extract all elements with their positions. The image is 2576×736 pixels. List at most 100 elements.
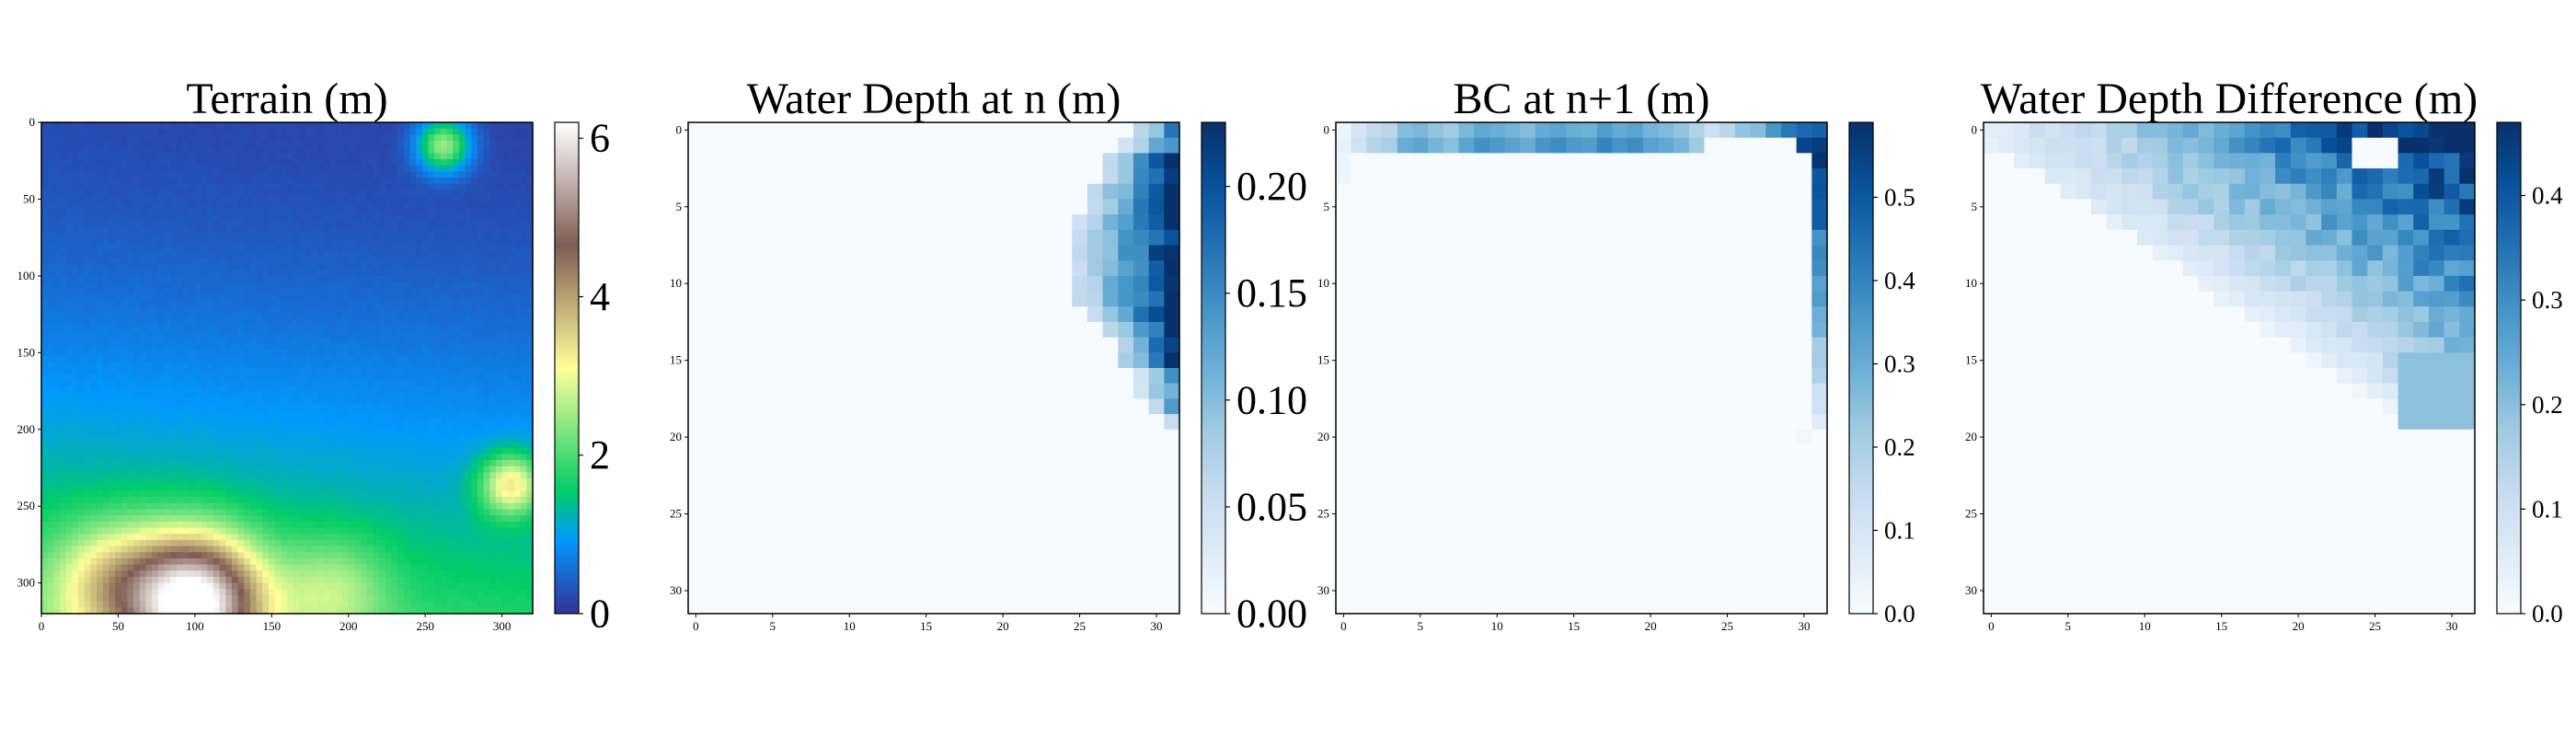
heatmap-cell	[256, 490, 263, 498]
heatmap-cell	[434, 386, 442, 394]
heatmap-cell	[244, 497, 251, 504]
heatmap-cell	[97, 282, 104, 289]
heatmap-cell	[60, 214, 67, 222]
heatmap-cell	[428, 318, 435, 326]
heatmap-cell	[385, 429, 393, 437]
heatmap-cell	[501, 153, 509, 160]
heatmap-cell	[78, 312, 86, 320]
heatmap-cell	[329, 146, 337, 154]
heatmap-cell	[41, 288, 49, 295]
heatmap-cell	[65, 502, 73, 511]
heatmap-cell	[47, 226, 54, 234]
heatmap-cell	[403, 153, 411, 160]
heatmap-cell	[164, 490, 171, 498]
heatmap-cell	[299, 374, 306, 381]
heatmap-cell	[207, 288, 214, 295]
heatmap-cell	[164, 478, 171, 486]
heatmap-cell	[268, 355, 276, 362]
heatmap-cell	[231, 355, 239, 362]
heatmap-cell	[385, 466, 393, 474]
heatmap-cell	[213, 146, 221, 154]
heatmap-cell	[329, 190, 337, 197]
heatmap-cell	[379, 386, 386, 394]
heatmap-cell	[391, 220, 398, 228]
heatmap-cell	[78, 318, 86, 326]
heatmap-cell	[446, 288, 454, 295]
heatmap-cell	[440, 318, 448, 326]
heatmap-cell	[213, 238, 221, 247]
heatmap-cell	[145, 454, 153, 461]
heatmap-cell	[508, 178, 515, 185]
heatmap-cell	[293, 490, 300, 498]
heatmap-cell	[434, 355, 442, 362]
heatmap-cell	[84, 478, 91, 486]
heatmap-cell	[373, 183, 380, 191]
heatmap-cell	[508, 454, 515, 461]
heatmap-cell	[262, 159, 270, 167]
heatmap-cell	[207, 478, 214, 486]
heatmap-cell	[397, 233, 405, 240]
heatmap-cell	[201, 263, 208, 270]
heatmap-cell	[409, 497, 417, 504]
heatmap-cell	[41, 270, 49, 277]
heatmap-cell	[354, 466, 362, 474]
heatmap-cell	[249, 306, 258, 314]
heatmap-cell	[65, 165, 73, 172]
heatmap-cell	[354, 293, 362, 302]
heatmap-cell	[139, 257, 147, 265]
heatmap-cell	[121, 330, 129, 339]
heatmap-cell	[446, 386, 454, 394]
heatmap-cell	[194, 454, 202, 461]
heatmap-cell	[115, 128, 122, 135]
heatmap-cell	[520, 134, 527, 142]
heatmap-cell	[170, 355, 178, 362]
heatmap-cell	[477, 497, 485, 504]
heatmap-cell	[213, 374, 221, 381]
heatmap-cell	[189, 220, 196, 228]
heatmap-cell	[416, 478, 423, 486]
heatmap-cell	[78, 490, 86, 498]
heatmap-cell	[526, 306, 534, 314]
heatmap-cell	[434, 447, 442, 455]
heatmap-cell	[194, 349, 202, 357]
heatmap-cell	[513, 325, 522, 332]
heatmap-cell	[361, 208, 368, 215]
heatmap-cell	[157, 405, 166, 412]
heatmap-cell	[274, 201, 282, 210]
heatmap-cell	[446, 165, 454, 172]
heatmap-cell	[465, 417, 472, 424]
heatmap-cell	[115, 153, 122, 160]
heatmap-cell	[225, 380, 233, 387]
heatmap-cell	[201, 275, 208, 283]
heatmap-cell	[182, 435, 190, 443]
heatmap-cell	[483, 196, 490, 203]
heatmap-cell	[453, 178, 460, 185]
heatmap-cell	[421, 392, 430, 399]
heatmap-cell	[501, 306, 509, 314]
heatmap-cell	[219, 306, 226, 314]
heatmap-cell	[47, 386, 54, 394]
heatmap-cell	[90, 257, 98, 265]
heatmap-cell	[373, 257, 380, 265]
heatmap-cell	[249, 478, 258, 486]
heatmap-cell	[329, 128, 337, 135]
heatmap-cell	[508, 429, 515, 437]
heatmap-cell	[403, 178, 411, 185]
heatmap-cell	[152, 208, 159, 215]
heatmap-cell	[348, 233, 356, 240]
heatmap-cell	[60, 325, 67, 332]
heatmap-cell	[373, 355, 380, 362]
heatmap-cell	[366, 159, 374, 167]
heatmap-cell	[409, 171, 417, 178]
heatmap-cell	[373, 153, 380, 160]
heatmap-cell	[152, 466, 159, 474]
heatmap-cell	[152, 423, 159, 431]
heatmap-cell	[274, 306, 282, 314]
heatmap-cell	[256, 330, 263, 339]
heatmap-cell	[72, 245, 79, 252]
heatmap-cell	[440, 134, 448, 142]
heatmap-cell	[201, 398, 208, 406]
heatmap-cell	[329, 343, 337, 351]
heatmap-cell	[256, 238, 263, 247]
heatmap-cell	[47, 435, 54, 443]
